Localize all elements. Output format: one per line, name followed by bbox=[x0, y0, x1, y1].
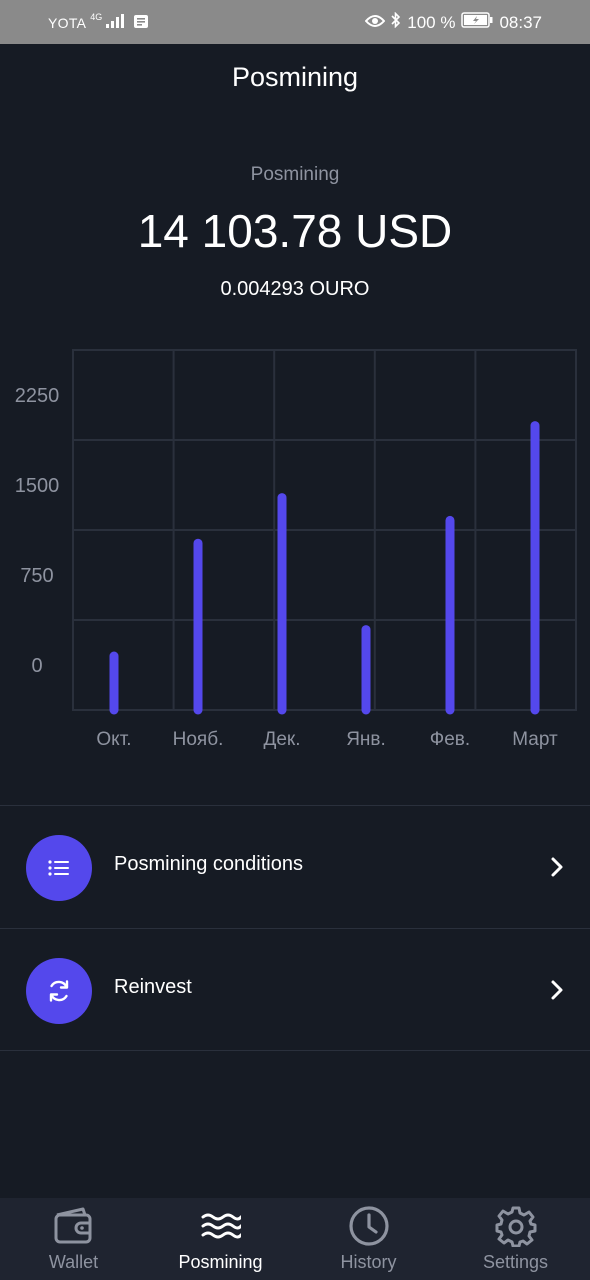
y-tick-label: 1500 bbox=[15, 475, 60, 497]
divider bbox=[0, 1050, 590, 1051]
x-tick-label: Фев. bbox=[430, 729, 470, 750]
refresh-icon bbox=[26, 958, 92, 1024]
clock-time: 08:37 bbox=[499, 12, 542, 32]
posmining-conditions-label: Posmining conditions bbox=[114, 853, 303, 875]
bottom-tab-bar: Wallet Posmining History bbox=[0, 1198, 590, 1280]
y-tick-label: 2250 bbox=[15, 385, 60, 407]
x-tick-label: Март bbox=[512, 729, 558, 750]
clock-icon bbox=[348, 1206, 390, 1246]
list-icon bbox=[26, 835, 92, 901]
tab-posmining-label: Posmining bbox=[178, 1252, 263, 1272]
carrier-name: YOTA bbox=[48, 15, 87, 31]
eye-icon bbox=[364, 13, 386, 33]
signal-icon bbox=[106, 13, 125, 33]
x-tick-label: Нояб. bbox=[173, 729, 224, 750]
status-bar: YOTA 4G bbox=[0, 0, 590, 44]
page-title: Posmining bbox=[231, 62, 359, 92]
tab-wallet-label: Wallet bbox=[48, 1252, 99, 1272]
y-tick-label: 0 bbox=[31, 655, 42, 677]
tab-history[interactable]: History bbox=[295, 1198, 442, 1280]
network-type: 4G bbox=[90, 12, 103, 22]
tab-posmining[interactable]: Posmining bbox=[147, 1198, 294, 1280]
status-left: YOTA 4G bbox=[48, 12, 149, 33]
posmining-bar-chart: 0 750 1500 2250 Окт. Нояб. Дек. Янв. Фев. Март bbox=[15, 349, 577, 750]
battery-icon bbox=[461, 12, 493, 33]
reinvest-label: Reinvest bbox=[114, 976, 192, 998]
x-tick-label: Окт. bbox=[96, 729, 131, 750]
message-icon bbox=[134, 13, 149, 33]
reinvest-row[interactable]: Reinvest bbox=[0, 928, 590, 1051]
tab-settings-label: Settings bbox=[482, 1252, 549, 1272]
battery-percent: 100 % bbox=[407, 12, 456, 32]
tab-wallet[interactable]: Wallet bbox=[0, 1198, 147, 1280]
posmining-conditions-row[interactable]: Posmining conditions bbox=[0, 805, 590, 928]
wallet-icon bbox=[53, 1206, 95, 1246]
chevron-right-icon bbox=[550, 856, 564, 883]
chevron-right-icon bbox=[550, 979, 564, 1006]
waves-icon bbox=[201, 1206, 241, 1246]
tab-settings[interactable]: Settings bbox=[442, 1198, 589, 1280]
x-tick-label: Дек. bbox=[263, 729, 300, 750]
x-tick-label: Янв. bbox=[346, 729, 386, 750]
y-tick-label: 750 bbox=[20, 565, 53, 587]
status-right: 100 % 08:37 bbox=[364, 11, 542, 33]
balance-ouro: 0.004293 OURO bbox=[220, 278, 370, 300]
bluetooth-icon bbox=[391, 11, 401, 33]
balance-usd: 14 103.78 USD bbox=[137, 205, 453, 257]
gear-icon bbox=[495, 1206, 537, 1247]
tab-history-label: History bbox=[340, 1252, 397, 1272]
balance-label: Posmining bbox=[250, 164, 340, 185]
